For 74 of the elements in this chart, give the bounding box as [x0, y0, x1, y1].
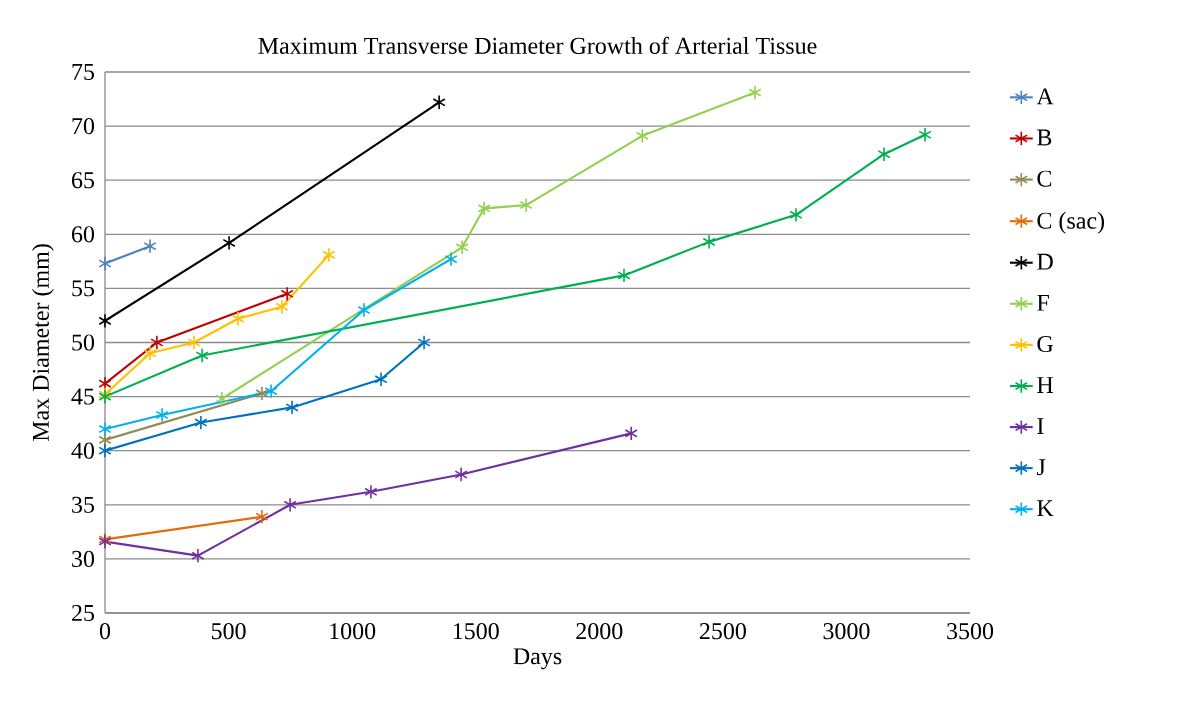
- point: [194, 415, 208, 431]
- point: [195, 348, 209, 363]
- point: [187, 335, 201, 350]
- x-tick-label: 500: [211, 623, 246, 640]
- point: [455, 239, 469, 255]
- legend-label: F: [1037, 294, 1049, 311]
- point: [143, 238, 157, 254]
- point: [322, 247, 336, 263]
- point: [624, 425, 638, 441]
- point: [635, 128, 649, 144]
- point: [98, 313, 112, 329]
- point: [155, 407, 169, 423]
- y-tick-label: 70: [72, 118, 95, 135]
- y-tick-label: 65: [71, 172, 95, 189]
- point: [215, 391, 229, 407]
- y-axis-title: Max Diameter (mm): [32, 244, 54, 442]
- y-tick-label: 55: [72, 280, 95, 297]
- point: [432, 94, 446, 110]
- point: [285, 399, 299, 415]
- point: [191, 548, 205, 564]
- point: [702, 234, 716, 250]
- point: [255, 509, 269, 525]
- y-tick-label: 35: [72, 496, 95, 513]
- y-tick-label: 45: [71, 388, 95, 405]
- legend-label: K: [1037, 500, 1054, 517]
- x-tick-label: 0: [99, 623, 111, 640]
- point: [222, 235, 236, 251]
- legend-label: J: [1036, 459, 1046, 476]
- point: [255, 385, 269, 401]
- point: [454, 467, 468, 482]
- point: [150, 335, 164, 350]
- legend-label: I: [1037, 418, 1044, 434]
- y-tick-label: 50: [72, 334, 95, 351]
- x-tick-label: 2000: [576, 623, 623, 640]
- point: [264, 383, 278, 399]
- legend-label: G: [1037, 335, 1054, 353]
- legend-label: D: [1037, 253, 1053, 270]
- point: [477, 200, 491, 216]
- point: [275, 299, 289, 315]
- point: [98, 443, 112, 459]
- point: [519, 197, 533, 213]
- x-tick-label: 3500: [947, 623, 994, 640]
- x-tick-label: 3000: [823, 623, 870, 640]
- point: [143, 345, 157, 361]
- point: [617, 267, 631, 283]
- x-axis-title: Days: [513, 648, 562, 670]
- point: [98, 256, 112, 271]
- point: [98, 421, 112, 437]
- y-tick-label: 25: [72, 604, 95, 622]
- point: [444, 251, 458, 267]
- point: [231, 311, 245, 327]
- point: [789, 207, 803, 223]
- chart-title: Maximum Transverse Diameter Growth of Arterial Tissue: [258, 36, 817, 54]
- y-tick-label: 60: [71, 226, 95, 243]
- legend-label: H: [1037, 377, 1054, 393]
- point: [417, 335, 431, 350]
- point: [877, 146, 891, 162]
- point: [374, 371, 388, 387]
- point: [748, 85, 762, 101]
- y-tick-label: 40: [71, 442, 95, 459]
- legend-label: B: [1037, 129, 1052, 146]
- point: [280, 286, 294, 302]
- legend-label: C: [1037, 170, 1052, 187]
- x-tick-label: 1500: [453, 623, 499, 640]
- x-tick-label: 1000: [330, 623, 376, 640]
- point: [283, 497, 297, 513]
- point: [918, 127, 932, 143]
- x-tick-label: 2500: [699, 623, 746, 640]
- y-tick-label: 30: [72, 550, 95, 567]
- point: [357, 302, 371, 318]
- legend-label: C (sac): [1037, 211, 1105, 234]
- point: [364, 484, 378, 500]
- legend-label: A: [1036, 88, 1054, 105]
- y-tick-label: 75: [72, 64, 95, 80]
